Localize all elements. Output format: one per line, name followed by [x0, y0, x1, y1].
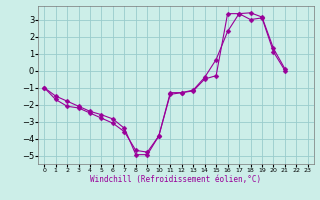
X-axis label: Windchill (Refroidissement éolien,°C): Windchill (Refroidissement éolien,°C)	[91, 175, 261, 184]
